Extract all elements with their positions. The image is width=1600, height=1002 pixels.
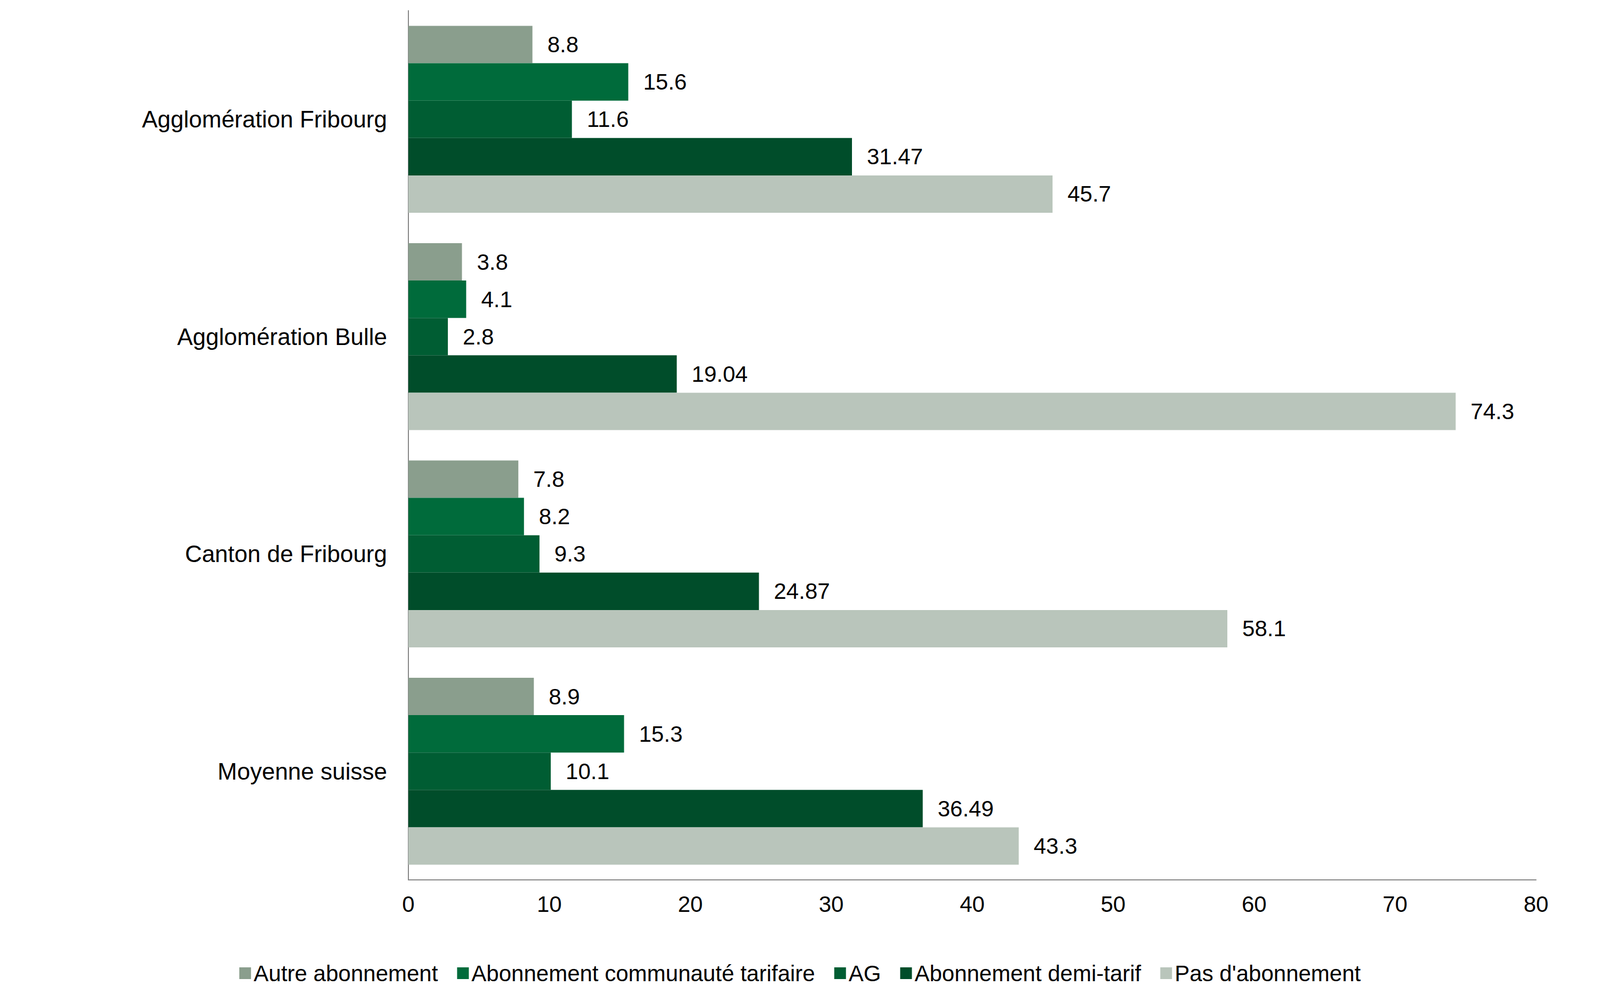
svg-text:43.3: 43.3 bbox=[1033, 833, 1078, 859]
svg-text:2.8: 2.8 bbox=[462, 324, 494, 350]
svg-text:70: 70 bbox=[1382, 891, 1408, 917]
svg-text:8.8: 8.8 bbox=[547, 31, 579, 58]
svg-text:15.3: 15.3 bbox=[638, 721, 683, 747]
svg-text:60: 60 bbox=[1241, 891, 1267, 917]
svg-text:Agglomération Fribourg: Agglomération Fribourg bbox=[141, 106, 388, 133]
svg-text:Autre abonnement: Autre abonnement bbox=[253, 960, 439, 986]
svg-text:58.1: 58.1 bbox=[1242, 615, 1286, 641]
svg-text:Pas d'abonnement: Pas d'abonnement bbox=[1174, 960, 1361, 986]
svg-text:3.8: 3.8 bbox=[476, 249, 508, 275]
svg-text:31.47: 31.47 bbox=[866, 143, 923, 170]
svg-text:19.04: 19.04 bbox=[691, 361, 748, 387]
svg-text:40: 40 bbox=[959, 891, 985, 917]
svg-text:11.6: 11.6 bbox=[587, 106, 630, 132]
svg-text:Abonnement demi-tarif: Abonnement demi-tarif bbox=[914, 960, 1141, 986]
svg-text:15.6: 15.6 bbox=[642, 69, 687, 95]
svg-text:8.9: 8.9 bbox=[548, 684, 580, 710]
svg-text:Moyenne suisse: Moyenne suisse bbox=[217, 758, 388, 785]
svg-text:0: 0 bbox=[401, 891, 415, 917]
svg-text:10.1: 10.1 bbox=[565, 758, 610, 784]
svg-text:45.7: 45.7 bbox=[1067, 181, 1112, 207]
svg-text:30: 30 bbox=[818, 891, 844, 917]
svg-text:Canton de Fribourg: Canton de Fribourg bbox=[185, 540, 388, 567]
svg-text:Abonnement communauté tarifair: Abonnement communauté tarifaire bbox=[471, 960, 815, 986]
svg-text:8.2: 8.2 bbox=[539, 503, 570, 529]
svg-text:80: 80 bbox=[1523, 891, 1549, 917]
svg-text:50: 50 bbox=[1100, 891, 1127, 917]
svg-text:9.3: 9.3 bbox=[554, 541, 586, 567]
svg-text:20: 20 bbox=[677, 891, 703, 917]
svg-text:36.49: 36.49 bbox=[937, 796, 994, 822]
svg-text:24.87: 24.87 bbox=[774, 578, 831, 604]
svg-text:AG: AG bbox=[848, 960, 882, 986]
svg-text:Agglomération Bulle: Agglomération Bulle bbox=[177, 323, 388, 350]
svg-text:7.8: 7.8 bbox=[533, 466, 565, 492]
svg-text:10: 10 bbox=[536, 891, 562, 917]
svg-text:4.1: 4.1 bbox=[480, 286, 512, 312]
svg-text:74.3: 74.3 bbox=[1470, 398, 1515, 424]
